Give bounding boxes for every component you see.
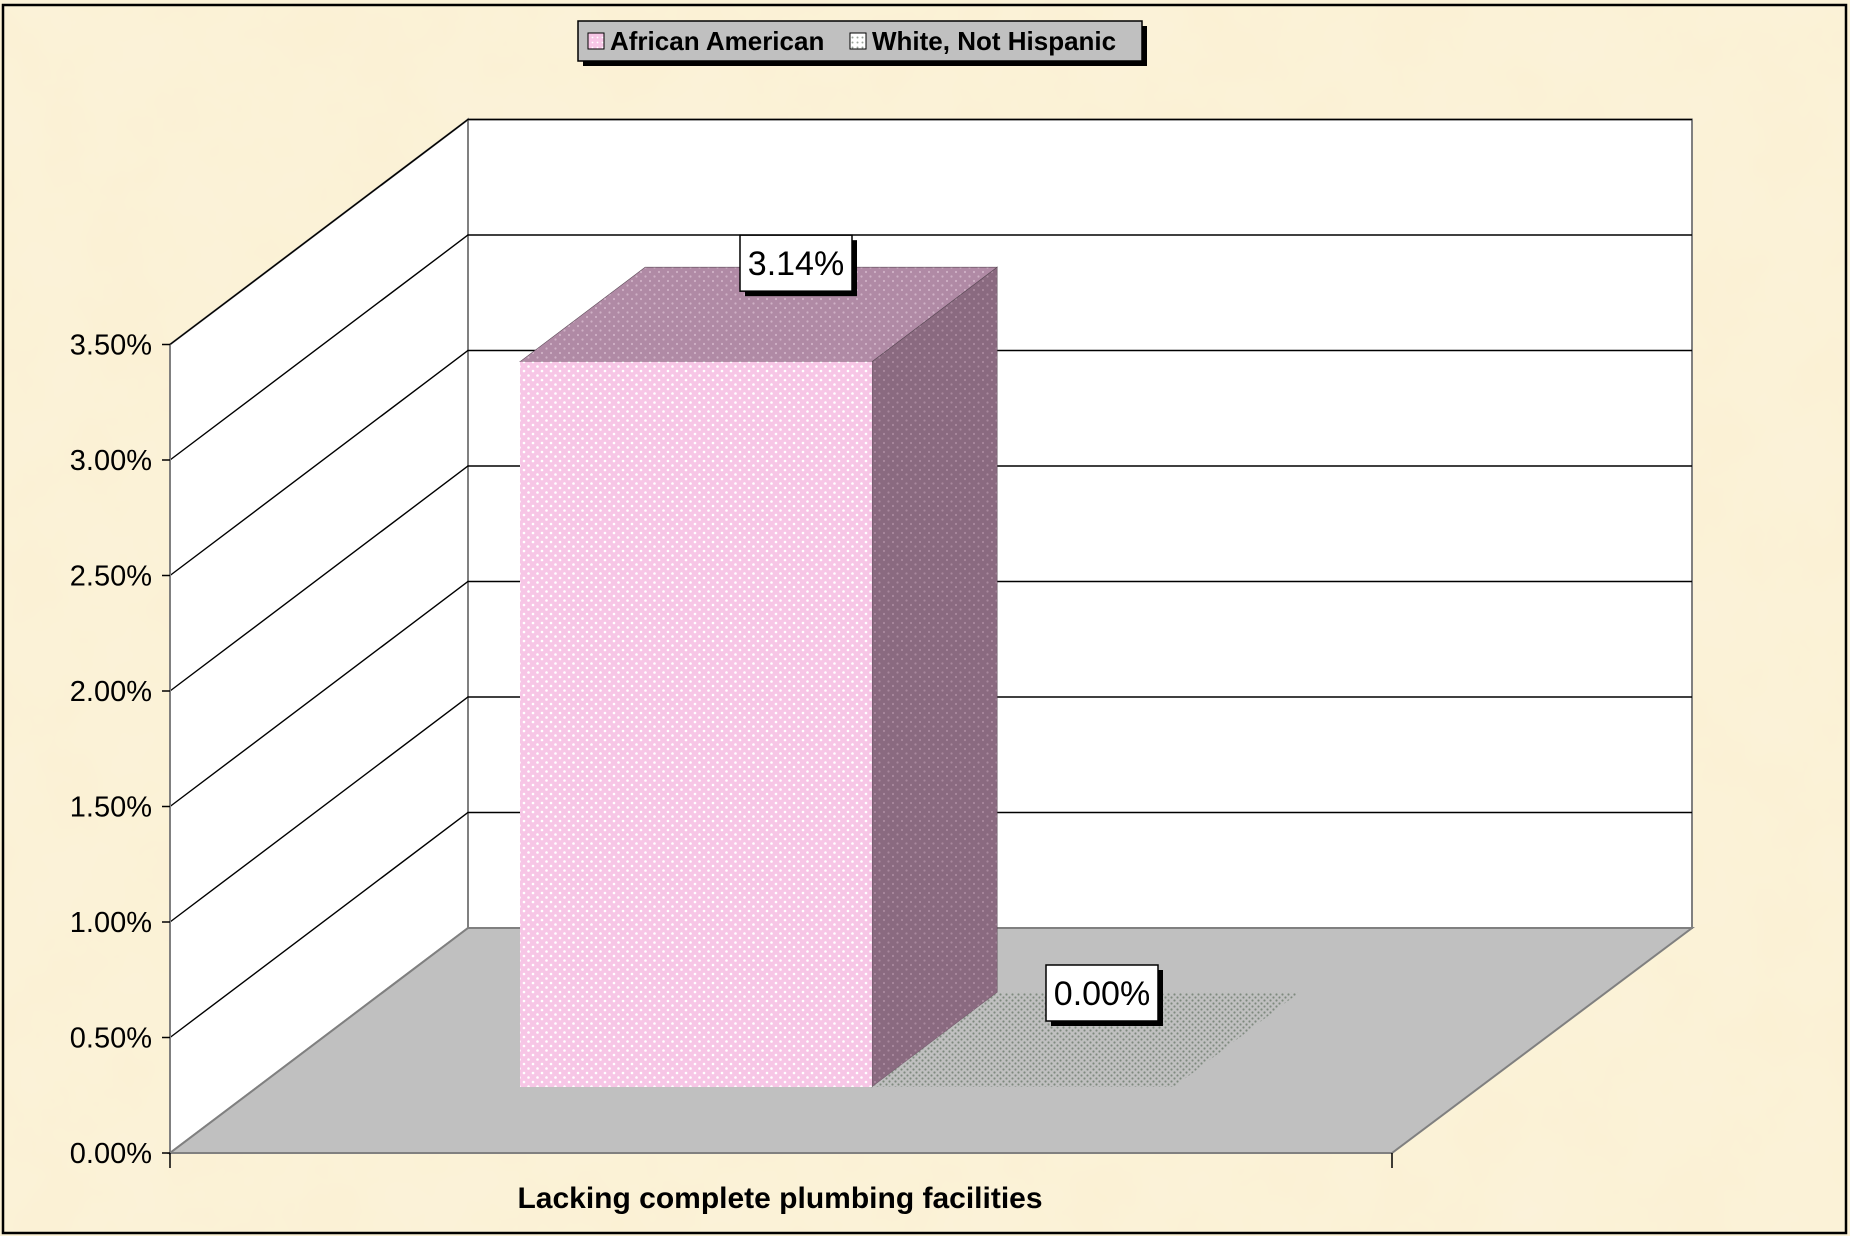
legend-item: White, Not Hispanic [849, 26, 1116, 56]
data-label-text: 3.14% [748, 245, 844, 283]
y-tick-label: 0.00% [70, 1138, 152, 1170]
legend-item: African American [587, 26, 824, 56]
legend-label: White, Not Hispanic [872, 26, 1116, 56]
gridline [169, 349, 1692, 577]
y-tick-label: 1.00% [70, 907, 152, 939]
bar-white-not-hispanic [872, 992, 1300, 1087]
bar-side [871, 266, 998, 1088]
bar-african-american [519, 266, 999, 1088]
bar-front [520, 361, 872, 1087]
chart-border [1, 3, 1848, 1235]
x-axis: Lacking complete plumbing facilities [169, 1152, 1393, 1215]
gridline [169, 234, 1692, 461]
data-label-box [1045, 964, 1159, 1022]
y-tick-label: 3.50% [70, 330, 152, 362]
gridline [169, 580, 1692, 808]
y-tick-label: 0.50% [70, 1023, 152, 1055]
bar-flat [872, 992, 1300, 1087]
gridline [169, 811, 1692, 1039]
y-tick-label: 2.00% [70, 676, 152, 708]
gridline [169, 696, 1692, 923]
legend: African American White, Not Hispanic [577, 20, 1147, 66]
y-tick-label: 3.00% [70, 445, 152, 477]
data-label-text: 0.00% [1054, 975, 1150, 1013]
x-category-label: Lacking complete plumbing facilities [517, 1182, 1042, 1215]
legend-swatch [587, 32, 605, 50]
y-axis: 0.00% 0.50% 1.00% 1.50% 2.00% 2.50% 3.00% 3.50% [70, 330, 171, 1170]
bars [519, 266, 1300, 1088]
y-tick-label: 1.50% [70, 792, 152, 824]
gridlines [169, 118, 1692, 1039]
data-label-box [739, 234, 853, 292]
gridline [169, 465, 1692, 692]
y-tick-label: 2.50% [70, 561, 152, 593]
legend-swatch [849, 32, 867, 50]
legend-label: African American [610, 26, 824, 56]
data-label: 0.00% [1045, 964, 1163, 1026]
gridline [169, 118, 1692, 346]
data-labels: 3.14% 0.00% [739, 234, 1163, 1026]
data-label: 3.14% [739, 234, 857, 297]
